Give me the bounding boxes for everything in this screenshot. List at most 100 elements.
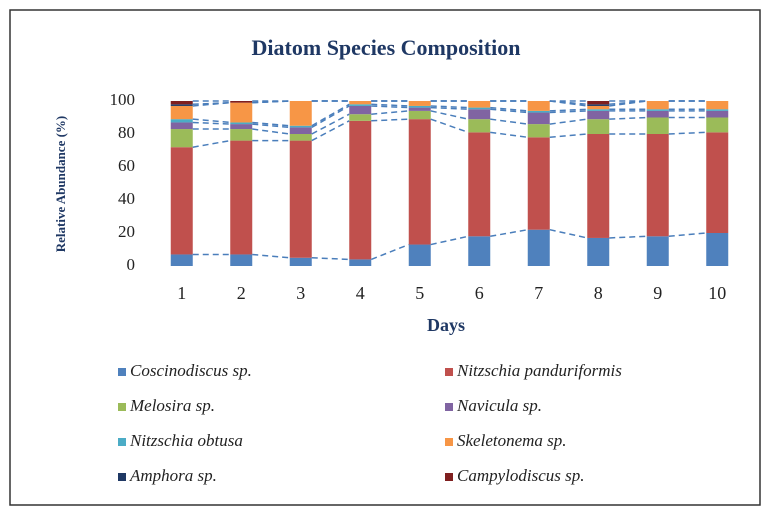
series-line	[430, 110, 469, 120]
x-tick-label: 9	[653, 283, 662, 303]
bar-segment	[408, 105, 431, 108]
bar-segment	[349, 105, 372, 115]
series-line	[668, 131, 707, 135]
bar-segment	[349, 120, 372, 260]
series-line	[311, 105, 350, 129]
series-line	[311, 120, 350, 142]
bar-segment	[408, 244, 431, 266]
y-tick-label: 100	[110, 90, 136, 109]
bar-segment	[587, 101, 610, 105]
bar-segment	[289, 257, 312, 266]
bar-segment	[289, 134, 312, 141]
bar-segment	[289, 140, 312, 258]
series-line	[311, 257, 350, 261]
bar-segment	[468, 101, 491, 108]
bar-segment	[587, 105, 610, 110]
bar-segment	[230, 129, 253, 141]
bar-segment	[587, 110, 610, 120]
legend-label: Melosira sp.	[129, 396, 215, 415]
bar-segment	[587, 119, 610, 134]
bar-segment	[468, 109, 491, 120]
legend-swatch	[445, 473, 453, 481]
series-line	[252, 128, 290, 135]
legend-swatch	[445, 403, 453, 411]
bar-segment	[170, 119, 193, 123]
series-line	[192, 101, 231, 106]
bar-segment	[706, 101, 729, 110]
x-tick-label: 4	[356, 283, 365, 303]
bar-segment	[587, 109, 610, 111]
bar-segment	[646, 109, 669, 111]
legend-label: Amphora sp.	[129, 466, 217, 485]
series-line	[549, 133, 588, 139]
bar-segment	[646, 101, 669, 110]
legend-label: Coscinodiscus sp.	[130, 361, 252, 380]
series-line	[311, 103, 350, 127]
y-tick-label: 80	[118, 123, 135, 142]
bar-segment	[170, 254, 193, 266]
x-axis-label: Days	[427, 315, 465, 335]
series-line	[609, 235, 647, 239]
legend-label: Nitzschia obtusa	[129, 431, 243, 450]
bar-segment	[468, 132, 491, 237]
legend-swatch	[445, 438, 453, 446]
series-line	[609, 116, 647, 120]
bar-segment	[587, 134, 610, 238]
series-line	[549, 228, 588, 239]
bar-segment	[230, 102, 253, 123]
bar-segment	[230, 101, 253, 103]
series-line	[430, 235, 469, 246]
bar-segment	[527, 137, 550, 230]
y-axis-label: Relative Abundance (%)	[53, 116, 68, 253]
x-tick-label: 7	[534, 283, 543, 303]
series-line	[668, 232, 707, 238]
bar-segment	[646, 236, 669, 266]
bar-segment	[230, 140, 253, 255]
bar-segment	[230, 254, 253, 266]
bar-segment	[408, 107, 431, 111]
y-tick-label: 60	[118, 156, 135, 175]
bar-segment	[170, 147, 193, 255]
bar-segment	[408, 101, 431, 106]
chart-border	[9, 9, 761, 506]
bar-segment	[527, 110, 550, 113]
series-line	[490, 106, 528, 112]
series-line	[549, 100, 588, 107]
bar-segment	[587, 104, 610, 106]
bar-segment	[646, 117, 669, 134]
bar-segment	[170, 105, 193, 120]
series-line	[252, 121, 290, 127]
bar-segment	[527, 101, 550, 111]
bar-segment	[170, 122, 193, 130]
series-line	[192, 139, 231, 148]
y-tick-label: 0	[127, 255, 136, 274]
bar-segment	[646, 134, 669, 237]
series-line	[371, 103, 409, 107]
series-line	[192, 118, 231, 124]
bar-segment	[170, 101, 193, 105]
bar-segment	[527, 124, 550, 138]
bar-segment	[706, 233, 729, 266]
series-line	[192, 121, 231, 125]
y-tick-label: 20	[118, 222, 135, 241]
bar-segment	[408, 119, 431, 245]
x-tick-label: 6	[475, 283, 484, 303]
series-line	[430, 105, 469, 109]
bar-segment	[646, 110, 669, 118]
x-tick-label: 3	[296, 283, 305, 303]
series-line	[549, 110, 588, 114]
y-tick-label: 40	[118, 189, 135, 208]
bar-segment	[170, 104, 193, 106]
series-line	[430, 106, 469, 110]
series-line	[490, 108, 528, 114]
bar-segment	[289, 101, 312, 126]
legend-label: Skeletonema sp.	[457, 431, 567, 450]
legend-label: Navicula sp.	[456, 396, 542, 415]
bar-segment	[706, 109, 729, 111]
legend-swatch	[118, 473, 126, 481]
series-line	[490, 131, 528, 139]
bar-segment	[349, 259, 372, 266]
legend-label: Campylodiscus sp.	[457, 466, 585, 485]
bar-segment	[468, 107, 491, 110]
